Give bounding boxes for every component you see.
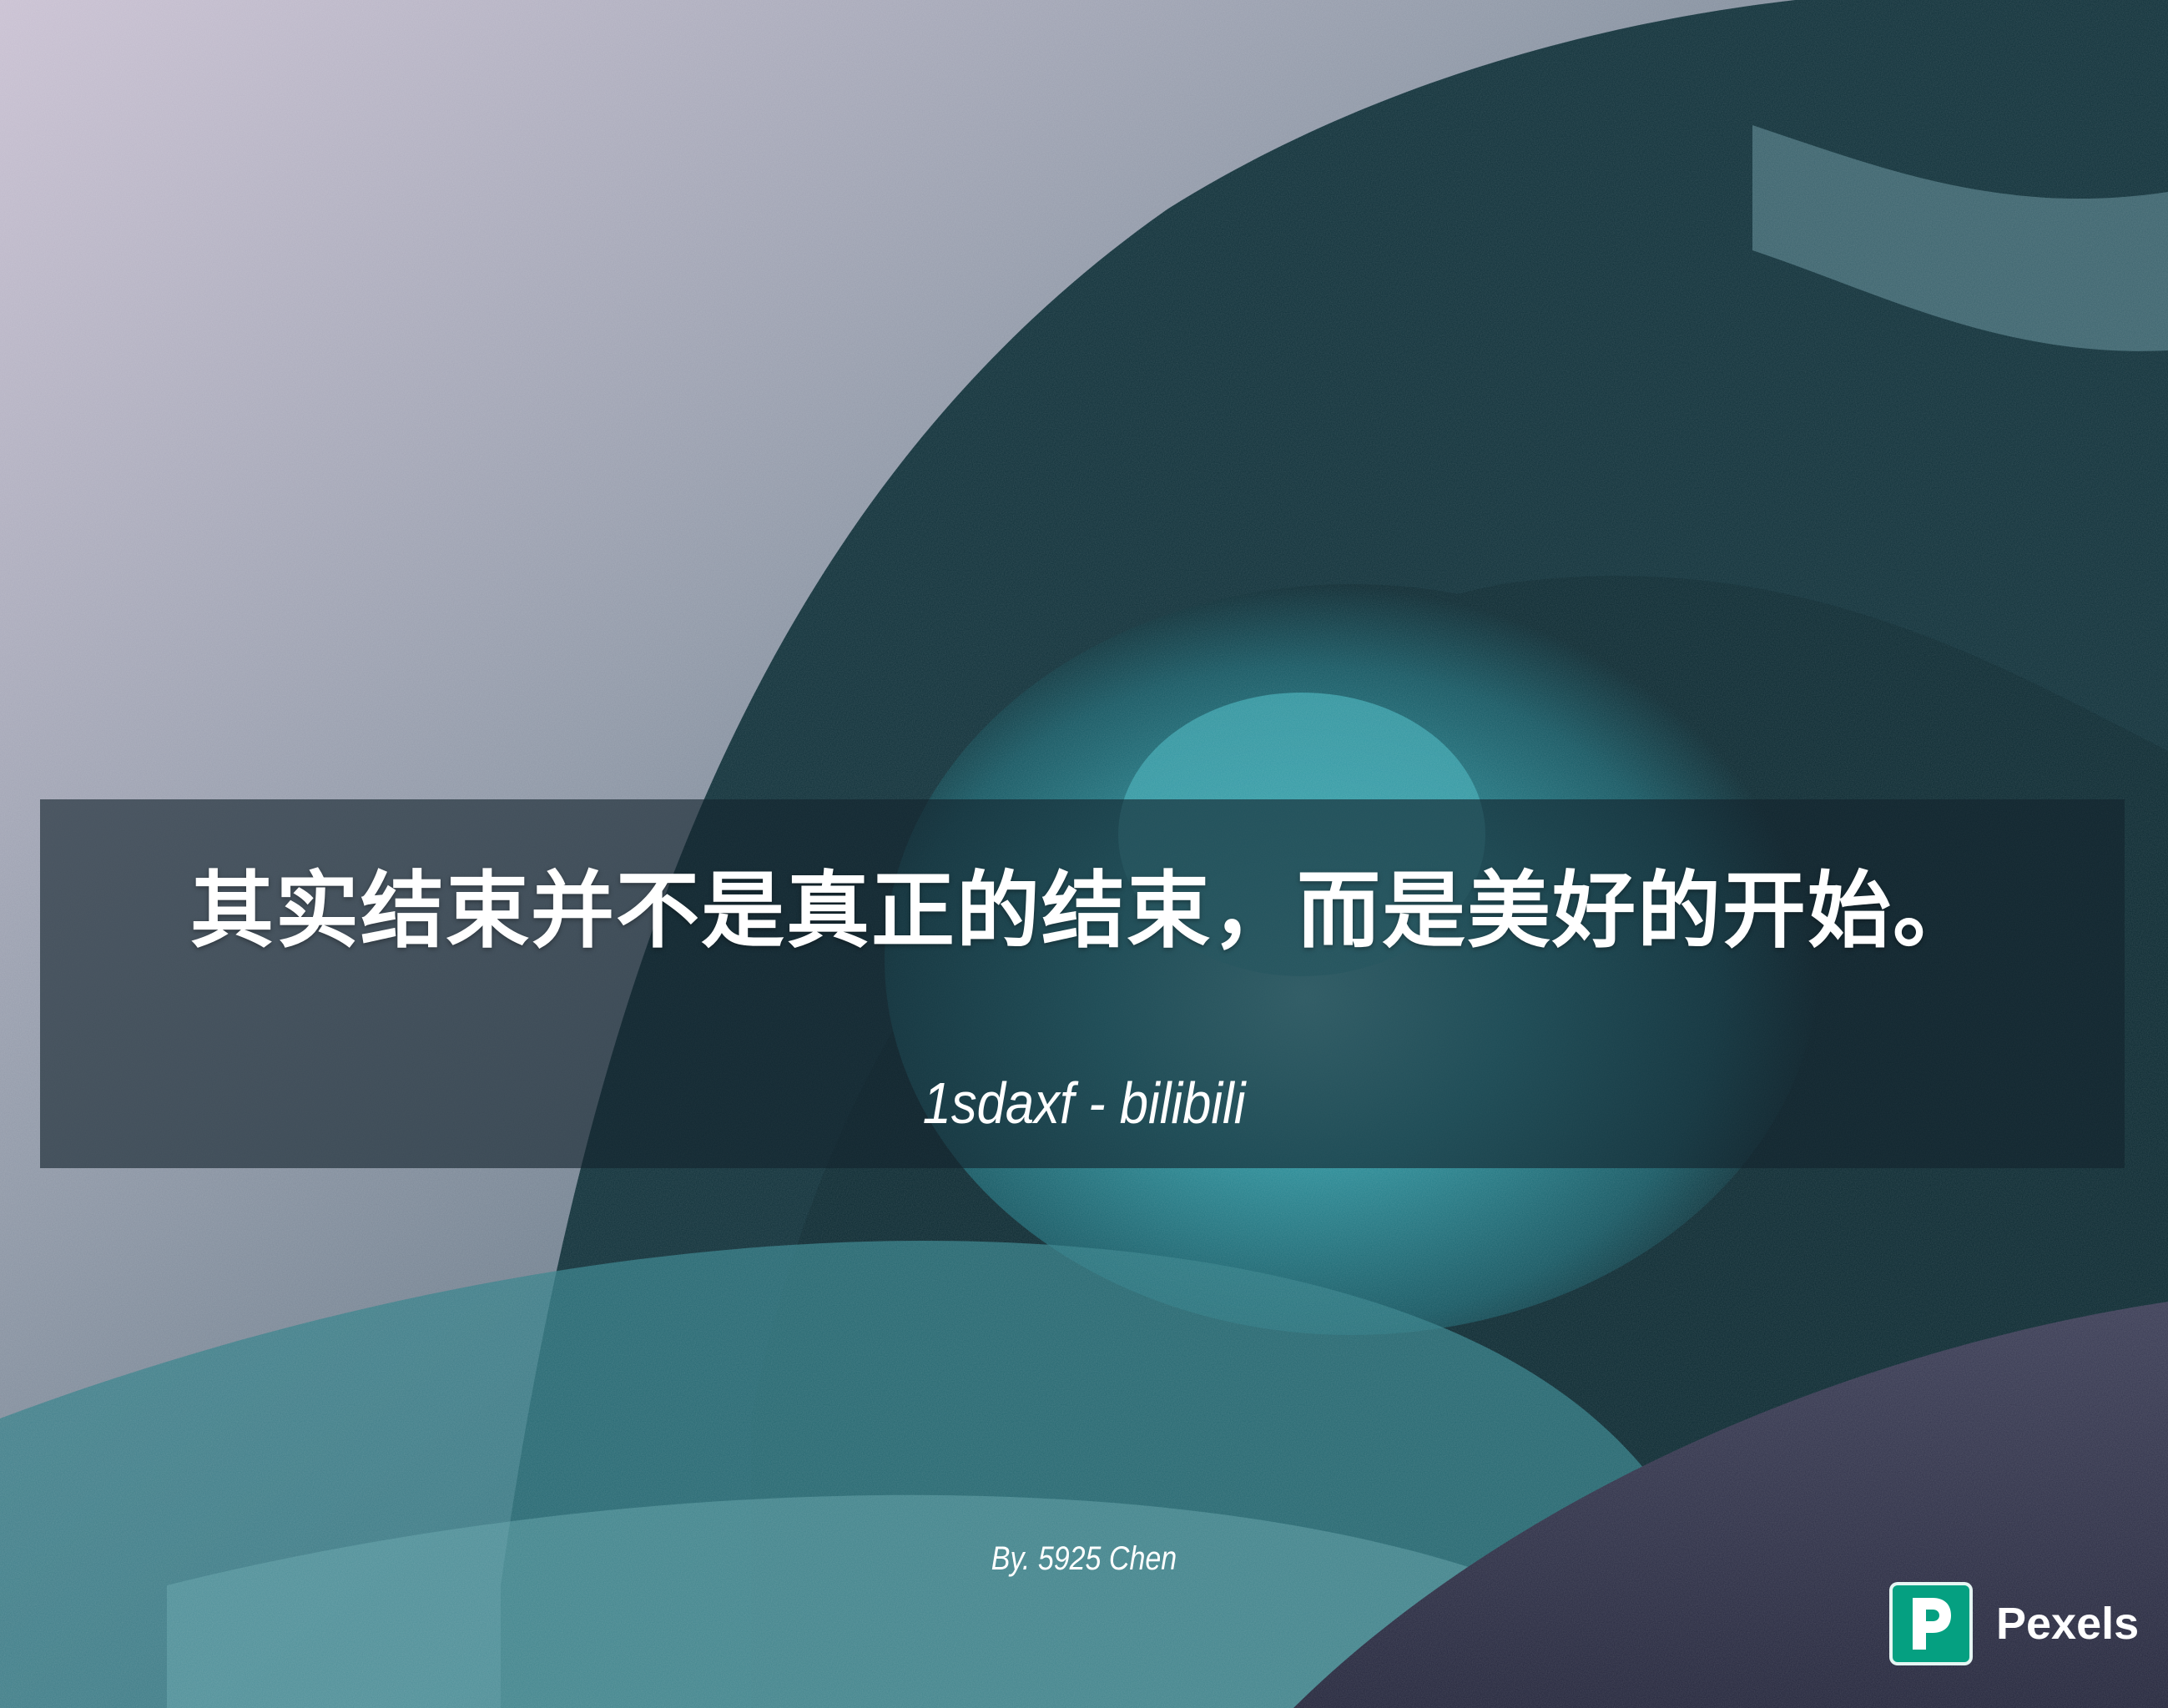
pexels-watermark: Pexels (1889, 1582, 2139, 1665)
pexels-name: Pexels (1996, 1599, 2140, 1649)
caption-band (40, 799, 2125, 1168)
byline-text: By. 5925 Chen (991, 1540, 1177, 1577)
attribution-text: 1sdaxf - bilibili (922, 1071, 1246, 1136)
pexels-logo-icon (1889, 1582, 1973, 1665)
quote-text: 其实结束并不是真正的结束，而是美好的开始。 (190, 862, 1978, 960)
